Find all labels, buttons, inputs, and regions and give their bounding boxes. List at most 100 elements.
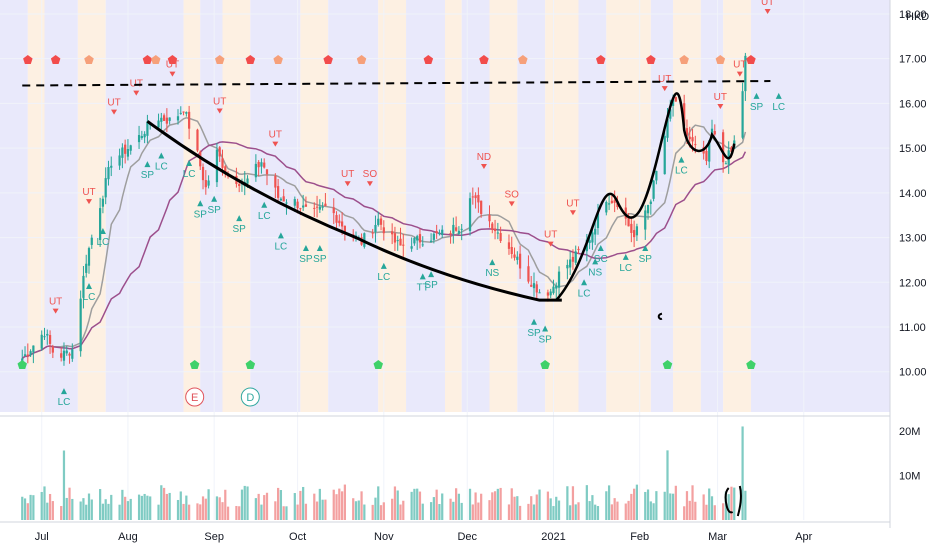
volume-bar (168, 492, 171, 520)
candle-body (630, 223, 633, 233)
candle-body (538, 292, 541, 294)
candle-body (455, 227, 458, 231)
candle-body (188, 111, 191, 129)
candle-body (499, 233, 502, 241)
signal-label: TT (417, 282, 429, 293)
volume-bar (48, 493, 52, 520)
volume-bar (455, 488, 458, 520)
volume-bar (82, 498, 85, 520)
candle-body (557, 271, 561, 288)
candle-body (165, 117, 168, 124)
candle-body (496, 232, 499, 234)
candle-body (371, 232, 374, 234)
time-tick-label: Jul (35, 531, 49, 543)
candle-body (221, 158, 224, 168)
volume-bar (685, 491, 689, 520)
volume-bar (51, 501, 54, 520)
price-tick-label: 18.00 (899, 9, 927, 21)
volume-bar (733, 487, 736, 520)
volume-bar (149, 496, 152, 520)
candle-body (196, 129, 199, 151)
volume-bar (480, 493, 483, 520)
signal-down-arrow (111, 109, 118, 115)
volume-bar (260, 504, 263, 520)
moving-average-line (21, 141, 747, 360)
volume-bar (71, 498, 74, 520)
volume-bar (705, 504, 708, 520)
candle-body (674, 97, 677, 102)
signal-down-arrow (52, 308, 59, 314)
volume-bar (744, 490, 747, 520)
candle-body (90, 237, 93, 245)
candle-body (126, 149, 130, 157)
candle-body (179, 112, 182, 114)
currency-label: HKD (906, 11, 929, 23)
candle-body (429, 240, 433, 243)
volume-bar (265, 492, 269, 520)
candle-body (574, 251, 577, 263)
signal-label: UT (107, 98, 120, 109)
volume-bar (243, 485, 246, 520)
candle-body (285, 202, 288, 204)
signal-up-arrow (158, 152, 165, 159)
price-tick-label: 17.00 (899, 54, 927, 66)
background-band (378, 0, 407, 412)
signal-label: LC (183, 169, 196, 180)
volume-bar (201, 496, 205, 520)
volume-bar (165, 493, 168, 520)
volume-bar (452, 501, 455, 520)
candle-body (110, 165, 113, 168)
time-tick-label: Sep (204, 531, 224, 543)
volume-bar (557, 500, 561, 520)
volume-bar (574, 504, 577, 520)
background-band (406, 0, 445, 412)
volume-bar (399, 504, 402, 520)
signal-label: LC (258, 211, 271, 222)
volume-bar (549, 498, 552, 520)
signal-label: LC (675, 166, 688, 177)
signal-label: SP (141, 170, 155, 181)
signal-up-arrow (186, 160, 193, 167)
volume-bar (513, 496, 516, 520)
signal-up-arrow (753, 92, 760, 99)
candle-body (588, 240, 591, 244)
candle-body (32, 345, 35, 353)
signal-label: NS (485, 268, 499, 279)
top-pentagon-marker (23, 55, 33, 64)
signal-up-arrow (597, 244, 604, 251)
volume-bar (160, 485, 163, 520)
volume-bar (179, 491, 182, 520)
candle-body (488, 215, 491, 222)
candle-body (685, 128, 689, 136)
signal-up-arrow (60, 388, 67, 395)
candle-body (124, 144, 127, 154)
signal-down-arrow (366, 181, 373, 187)
candle-body (335, 215, 338, 223)
signal-up-arrow (678, 156, 685, 163)
event-marker-label: E (191, 392, 198, 404)
candle-body (104, 178, 107, 198)
candle-body (26, 354, 29, 356)
volume-bar (199, 504, 202, 520)
time-tick-label: Feb (630, 531, 649, 543)
candle-body (577, 248, 580, 251)
volume-bar (630, 493, 633, 520)
volume-bar (196, 503, 199, 520)
volume-bar (157, 504, 160, 520)
volume-bar (263, 495, 266, 520)
volume-bar (713, 505, 716, 520)
top-pentagon-marker (715, 55, 726, 64)
volume-bar (162, 487, 166, 520)
candle-body (468, 198, 472, 231)
event-marker-circle (240, 387, 260, 407)
volume-bar (666, 450, 669, 520)
candle-body (513, 254, 516, 258)
candle-body (594, 228, 597, 235)
candle-body (410, 246, 413, 249)
top-pentagon-marker (356, 55, 367, 64)
hand-drawn-annotations (22, 80, 771, 517)
signal-down-arrow (569, 210, 576, 216)
volume-bar (124, 496, 127, 520)
signal-label: SP (299, 254, 313, 265)
signal-label: SP (194, 209, 208, 220)
